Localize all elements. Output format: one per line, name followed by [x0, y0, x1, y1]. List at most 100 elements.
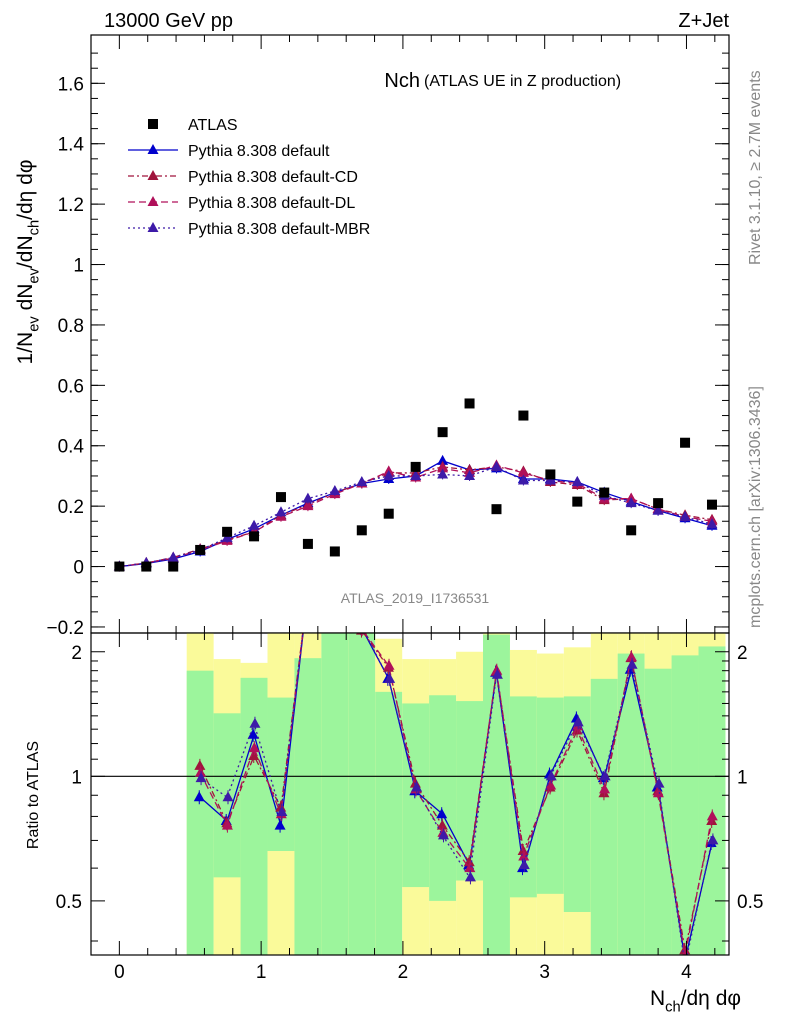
ratio-band-inner	[698, 646, 726, 955]
legend-marker	[147, 196, 159, 206]
main-y-axis: −0.2 0 0.2 0.4 0.6 0.8 1 1.2 1.4 1.6	[46, 52, 729, 639]
mc-point	[544, 474, 556, 485]
ratio-band-inner	[348, 633, 376, 955]
main-y-axis-title: 1/Nev​ dNev​/dNch​/dη dφ	[14, 160, 42, 365]
ratio-point	[518, 850, 530, 861]
ratio-point	[357, 621, 368, 631]
atlas-data-point	[410, 461, 421, 472]
mc-point	[571, 475, 583, 486]
energy-label: 13000 GeV pp	[104, 10, 233, 32]
atlas-data-point	[653, 498, 664, 509]
atlas-data-point	[168, 561, 179, 572]
ratio-series-line	[199, 633, 713, 955]
atlas-data-point	[114, 561, 125, 572]
atlas-data-point	[626, 525, 637, 536]
ratio-band-inner	[671, 655, 699, 955]
ratio-point	[625, 651, 637, 662]
legend-marker	[147, 222, 159, 232]
ratio-point	[194, 759, 206, 770]
atlas-data-point	[680, 437, 691, 448]
ratio-point	[707, 834, 719, 845]
main-plot-marks	[113, 398, 718, 572]
atlas-data-point	[437, 427, 448, 438]
analysis-label: ATLAS_2019_I1736531	[341, 590, 490, 606]
mcplots-label: mcplots.cern.ch [arXiv:1306.3436]	[747, 386, 764, 628]
ratio-point	[679, 944, 691, 955]
ratio-y-tick-label: 0.5	[56, 892, 82, 913]
atlas-data-point	[383, 508, 394, 519]
mc-point	[517, 466, 529, 477]
ratio-band-inner	[186, 670, 214, 955]
ratio-point	[436, 808, 448, 819]
process-label: Z+Jet	[678, 10, 729, 32]
x-axis-title-text: Nch​/dη dφ	[650, 987, 741, 1015]
ratio-point	[464, 871, 476, 882]
ratio-plot-frame	[90, 632, 730, 956]
ratio-plot-panel: 0.5 0.5 1 1 2 2 0 1 2 3 4 Ratio to ATLAS Nch​/dη …	[25, 585, 763, 1015]
atlas-data-point	[356, 525, 367, 536]
legend-label: Pythia 8.308 default-MBR	[188, 221, 370, 238]
ratio-point	[653, 777, 665, 788]
y-tick-label: 1	[73, 256, 84, 277]
ratio-point	[491, 664, 503, 675]
legend-marker	[147, 170, 159, 180]
ratio-point	[247, 728, 259, 739]
x-tick-label: 1	[256, 962, 267, 983]
ratio-point	[626, 658, 638, 669]
ratio-point	[384, 672, 396, 683]
y-tick-label: 1.4	[58, 135, 85, 156]
atlas-data-point	[491, 504, 502, 515]
atlas-data-point	[464, 398, 475, 409]
ratio-point	[248, 749, 260, 760]
legend-label: Pythia 8.308 default-DL	[188, 195, 355, 212]
main-plot-panel: −0.2 0 0.2 0.4 0.6 0.8 1 1.2 1.4 1.6 Nch (ATLAS U…	[14, 34, 730, 639]
ratio-series-line	[199, 633, 713, 955]
mc-point	[410, 469, 422, 480]
mc-point	[625, 497, 637, 508]
ratio-point	[438, 829, 450, 840]
y-tick-label: 0	[73, 558, 84, 579]
x-tick-label: 3	[539, 962, 550, 983]
legend-marker	[147, 144, 159, 154]
mc-point	[437, 454, 449, 465]
ratio-point	[545, 779, 557, 790]
ratio-point	[518, 859, 530, 870]
atlas-data-point	[302, 538, 313, 549]
ratio-point	[411, 781, 423, 792]
mc-point	[464, 469, 476, 480]
y-tick-label: 0.2	[58, 497, 84, 518]
mc-point	[383, 469, 395, 480]
mc-point	[490, 460, 502, 471]
ratio-point	[706, 810, 718, 821]
ratio-point	[248, 742, 260, 753]
ratio-point	[303, 585, 314, 595]
ratio-point	[464, 862, 476, 873]
ratio-y-tick-label-right: 1	[737, 767, 748, 788]
legend-label: Pythia 8.308 default	[188, 143, 330, 160]
ratio-point	[383, 659, 395, 670]
ratio-marks	[91, 585, 729, 955]
chart-title: Nch	[384, 70, 420, 92]
ratio-point	[303, 585, 314, 595]
mc-point	[517, 474, 529, 485]
ratio-point	[194, 766, 206, 777]
mc-point	[248, 519, 260, 530]
ratio-point	[195, 772, 207, 783]
mc-point	[437, 468, 449, 479]
mc-point	[679, 510, 691, 521]
y-tick-label: 0.8	[58, 316, 84, 337]
rivet-version-label: Rivet 3.1.10, ≥ 2.7M events	[747, 70, 764, 265]
ratio-band-inner	[375, 691, 403, 955]
main-plot-frame	[90, 34, 730, 634]
legend-marker-atlas	[148, 119, 158, 129]
legend-label: Pythia 8.308 default-CD	[188, 169, 358, 186]
atlas-data-point	[249, 531, 260, 542]
mc-point	[706, 518, 718, 529]
ratio-band-inner	[644, 668, 672, 955]
ratio-y-axis-title: Ratio to ATLAS	[25, 741, 42, 849]
ratio-point	[249, 717, 261, 728]
x-tick-label: 2	[398, 962, 409, 983]
atlas-data-point	[329, 546, 340, 557]
mc-point	[167, 551, 179, 562]
